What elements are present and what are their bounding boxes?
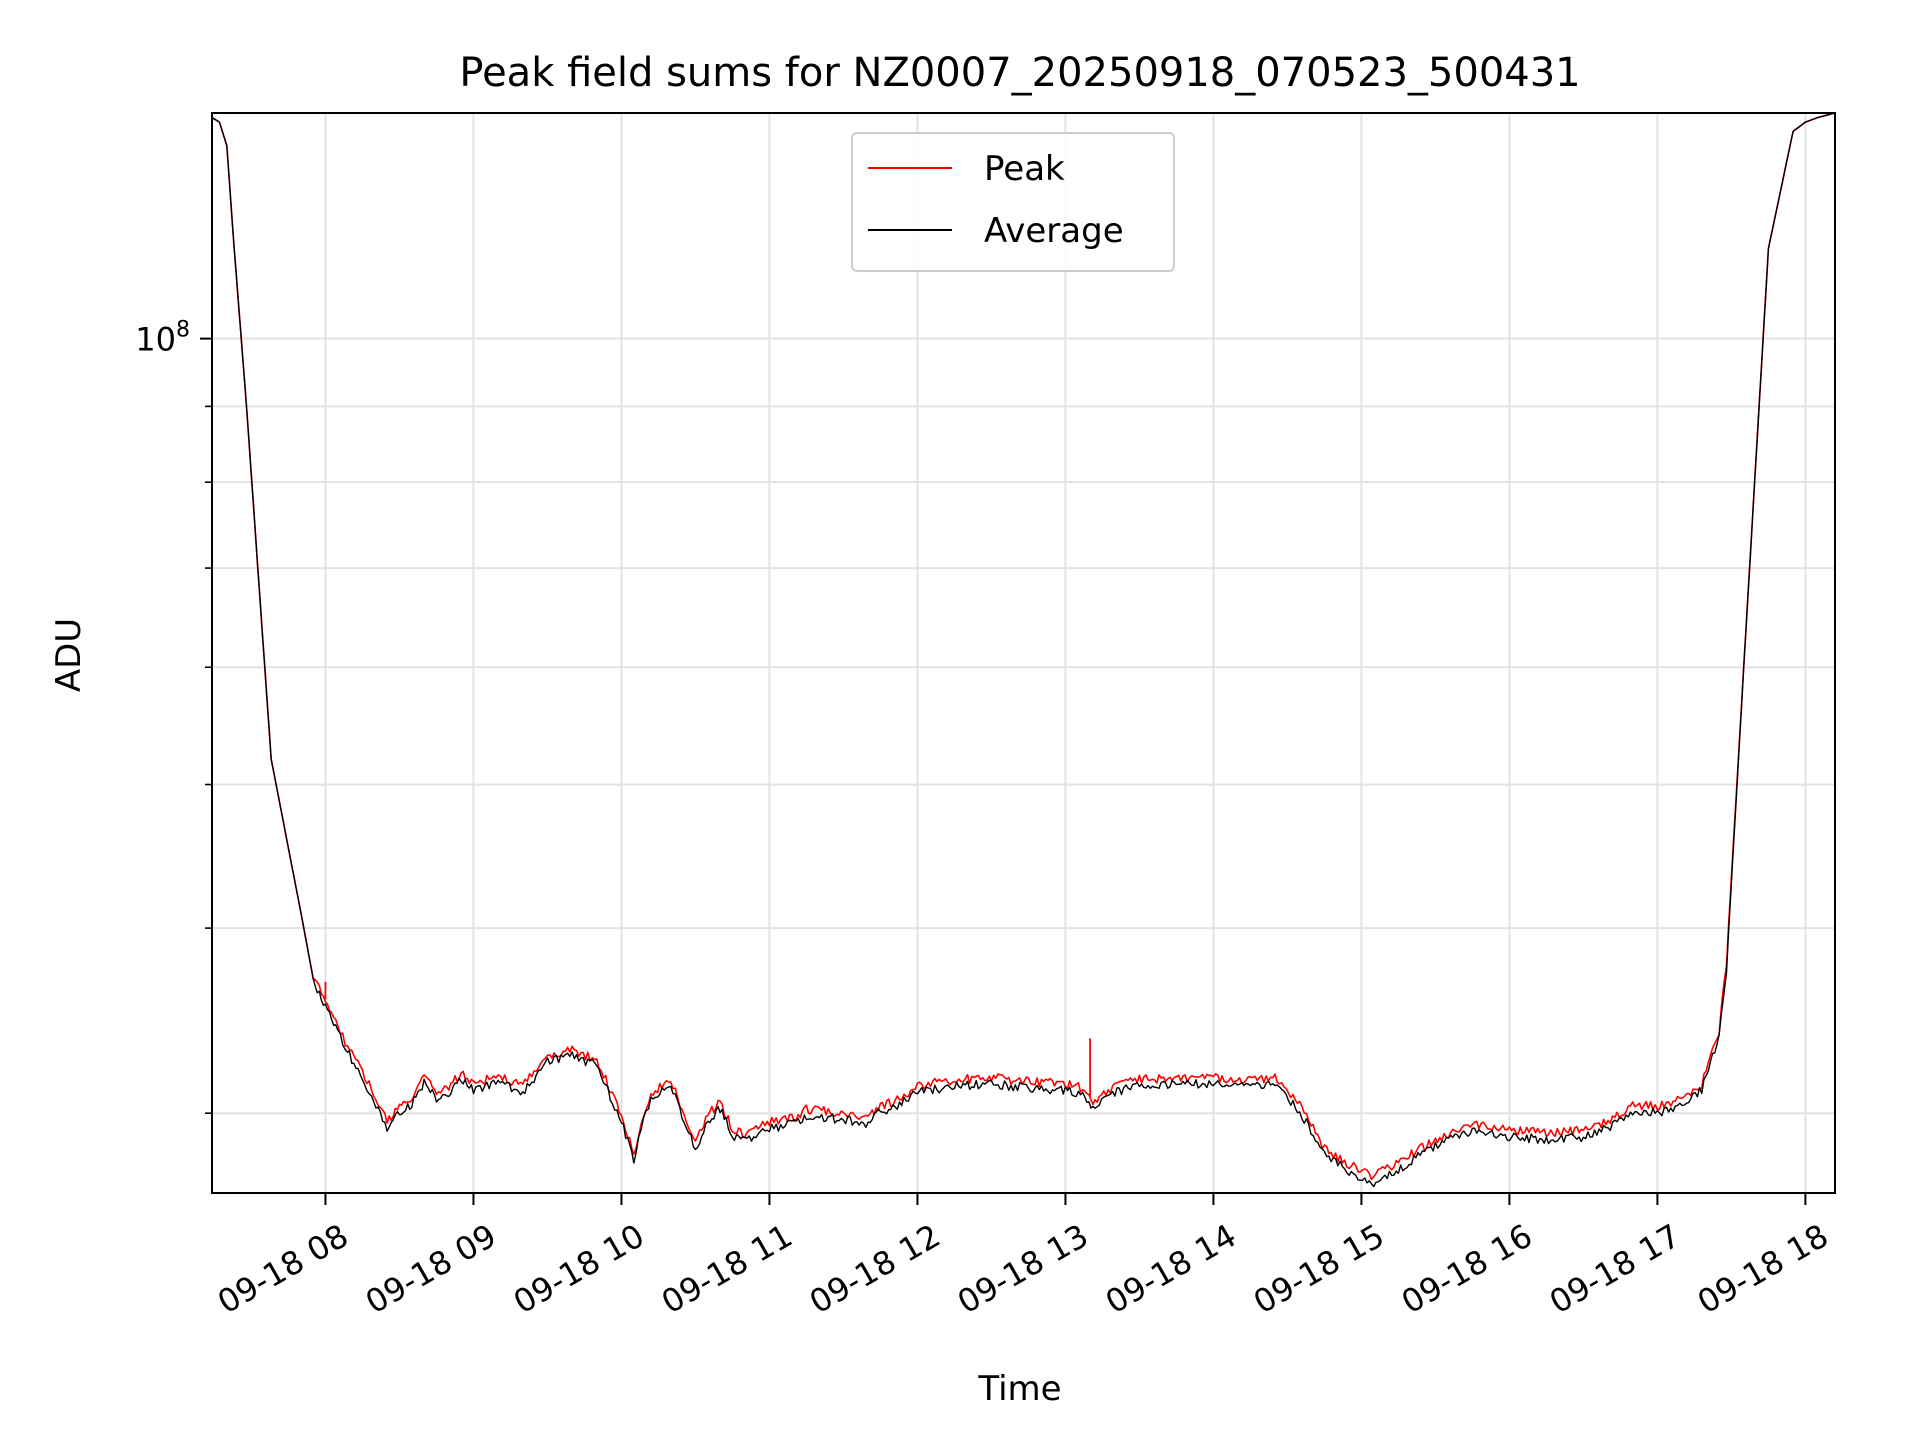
grid-lines — [212, 113, 1835, 1193]
series-lines — [211, 112, 1836, 1188]
series-line-peak — [211, 112, 1836, 1181]
plot-frame — [211, 112, 1836, 1194]
y-tick-label: 108 — [135, 318, 190, 359]
legend-label-peak: Peak — [984, 149, 1065, 189]
legend: Peak Average — [851, 132, 1175, 272]
legend-label-average: Average — [984, 211, 1124, 251]
series-line-average — [211, 112, 1836, 1188]
y-axis-label: ADU — [49, 618, 89, 692]
spike-annotations — [324, 981, 1091, 1097]
x-axis-label: Time — [977, 1369, 1061, 1409]
chart-title: Peak field sums for NZ0007_20250918_0705… — [459, 50, 1580, 96]
